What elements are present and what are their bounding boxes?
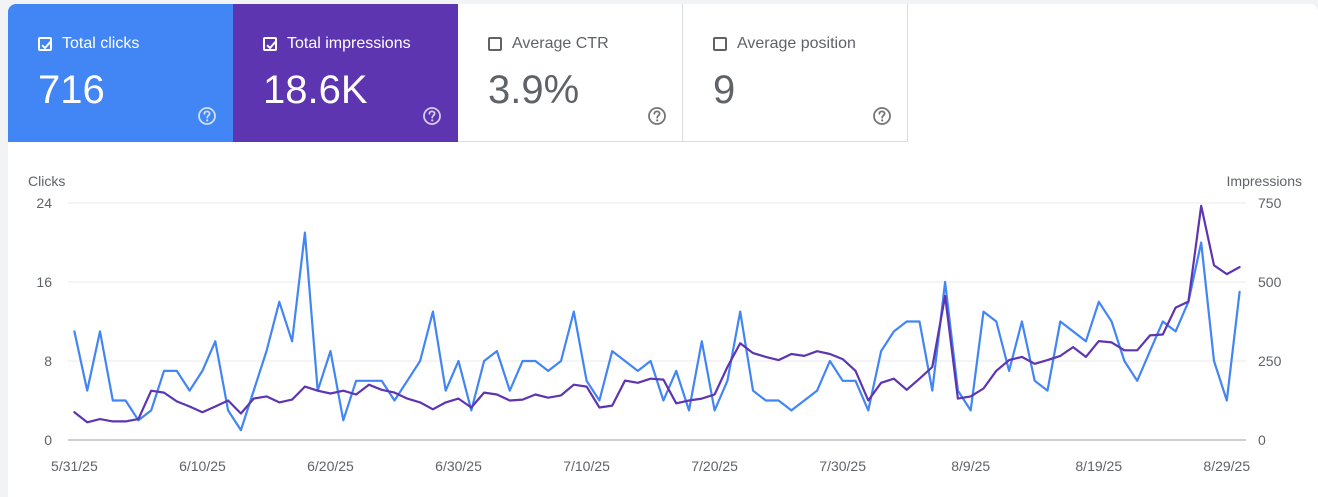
checkbox-unchecked-icon[interactable] [488,37,502,51]
left-tick-label: 8 [44,353,52,369]
x-tick-label: 8/29/25 [1203,458,1250,474]
left-axis-label: Clicks [28,173,65,189]
right-tick-label: 500 [1258,274,1282,290]
metric-value: 3.9% [488,68,580,112]
left-tick-label: 0 [44,432,52,448]
metric-label: Average position [737,35,856,52]
metric-tiles: Total clicks 716 Total impressions 18.6K… [8,4,908,142]
left-tick-label: 16 [36,274,52,290]
performance-card: Total clicks 716 Total impressions 18.6K… [8,4,1318,497]
help-circle-icon[interactable] [422,106,442,126]
checkbox-checked-icon[interactable] [38,37,52,51]
metric-value: 18.6K [263,68,368,112]
clicks-series-line [73,231,1241,432]
metric-value: 9 [713,68,736,112]
metric-tile-average-ctr[interactable]: Average CTR 3.9% [458,4,683,142]
x-tick-label: 5/31/25 [51,458,98,474]
help-circle-icon[interactable] [647,106,667,126]
metric-tile-total-impressions[interactable]: Total impressions 18.6K [233,4,458,142]
metric-label: Total impressions [287,35,411,52]
x-tick-label: 8/19/25 [1075,458,1122,474]
left-axis-ticks: 0 8 16 24 [36,195,52,448]
metric-value: 716 [38,68,105,112]
metric-tile-average-position[interactable]: Average position 9 [683,4,908,142]
performance-chart: Clicks Impressions 0 8 16 24 0 250 500 750 5/3… [28,173,1302,474]
x-tick-label: 8/9/25 [951,458,990,474]
left-tick-label: 24 [36,195,52,211]
metric-label: Total clicks [62,35,140,52]
x-tick-label: 6/10/25 [179,458,226,474]
metric-label: Average CTR [512,35,609,52]
right-tick-label: 0 [1258,432,1266,448]
metric-tile-total-clicks[interactable]: Total clicks 716 [8,4,233,142]
chart-grid [68,202,1246,441]
right-tick-label: 250 [1258,353,1282,369]
chart-series [73,204,1241,432]
help-circle-icon[interactable] [197,106,217,126]
help-circle-icon[interactable] [872,106,892,126]
right-axis-label: Impressions [1227,173,1302,189]
right-tick-label: 750 [1258,195,1282,211]
x-tick-label: 6/20/25 [307,458,354,474]
x-tick-label: 6/30/25 [435,458,482,474]
x-tick-label: 7/30/25 [819,458,866,474]
x-axis-ticks: 5/31/25 6/10/25 6/20/25 6/30/25 7/10/25 7/20/… [51,458,1250,474]
checkbox-checked-icon[interactable] [263,37,277,51]
x-tick-label: 7/10/25 [563,458,610,474]
right-axis-ticks: 0 250 500 750 [1258,195,1282,448]
impressions-series-line [73,204,1241,424]
x-tick-label: 7/20/25 [691,458,738,474]
checkbox-unchecked-icon[interactable] [713,37,727,51]
